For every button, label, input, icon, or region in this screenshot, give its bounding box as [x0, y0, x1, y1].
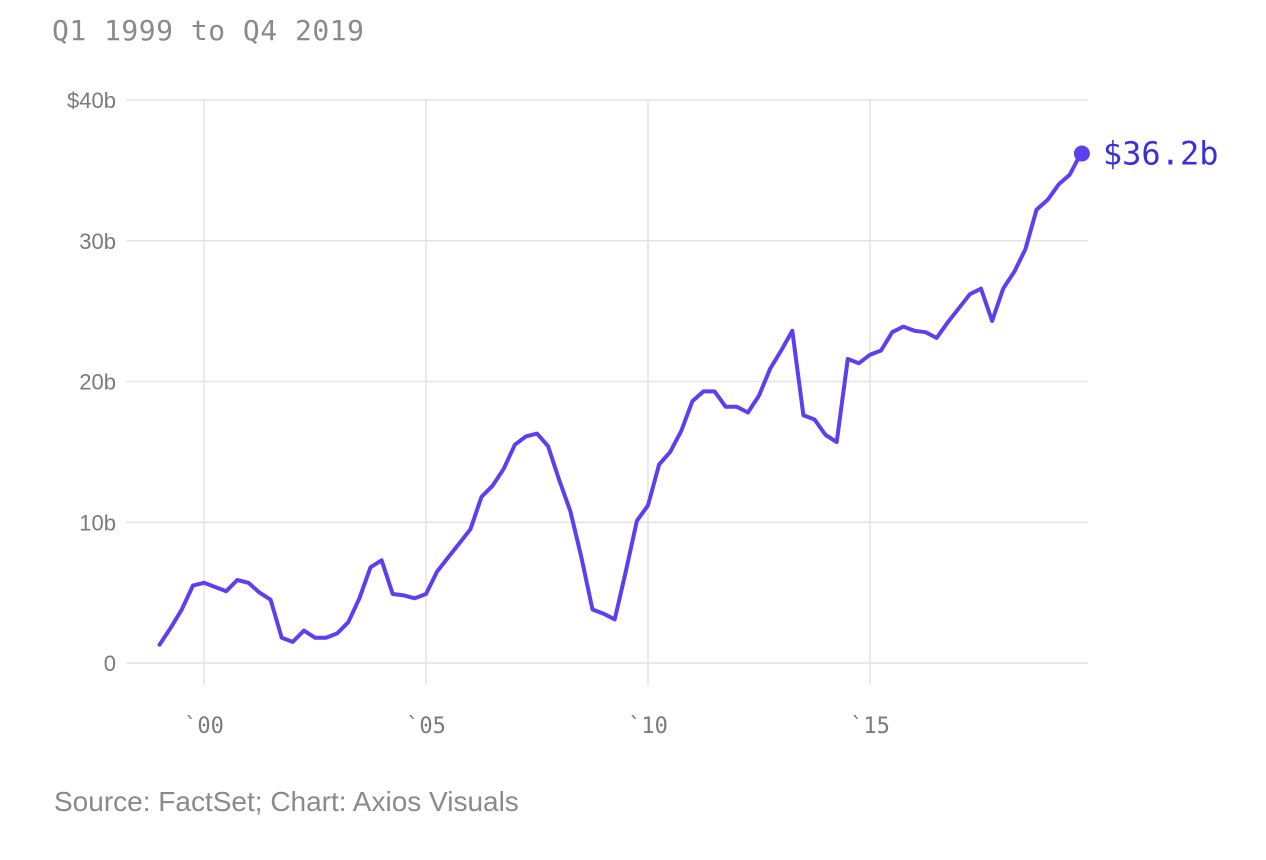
- x-tick-label: `05: [406, 714, 446, 739]
- y-tick-labels: 0 10b 20b 30b $40b: [67, 88, 116, 676]
- y-tick-label: $40b: [67, 88, 116, 113]
- y-tick-label: 20b: [79, 370, 116, 395]
- grid-lines: [126, 99, 1088, 685]
- chart-subtitle: Q1 1999 to Q4 2019: [52, 14, 365, 47]
- y-tick-label: 30b: [79, 229, 116, 254]
- series-line: [157, 151, 1083, 647]
- end-point-marker: [1073, 145, 1090, 162]
- x-tick-label: `00: [184, 714, 224, 739]
- end-value-label: $36.2b: [1103, 134, 1219, 172]
- y-tick-label: 10b: [79, 510, 116, 535]
- x-tick-label: `10: [628, 714, 668, 739]
- x-tick-labels: `00 `05 `10 `15: [184, 714, 890, 739]
- y-tick-label: 0: [104, 651, 116, 676]
- source-note: Source: FactSet; Chart: Axios Visuals: [54, 786, 519, 817]
- x-tick-label: `15: [850, 714, 890, 739]
